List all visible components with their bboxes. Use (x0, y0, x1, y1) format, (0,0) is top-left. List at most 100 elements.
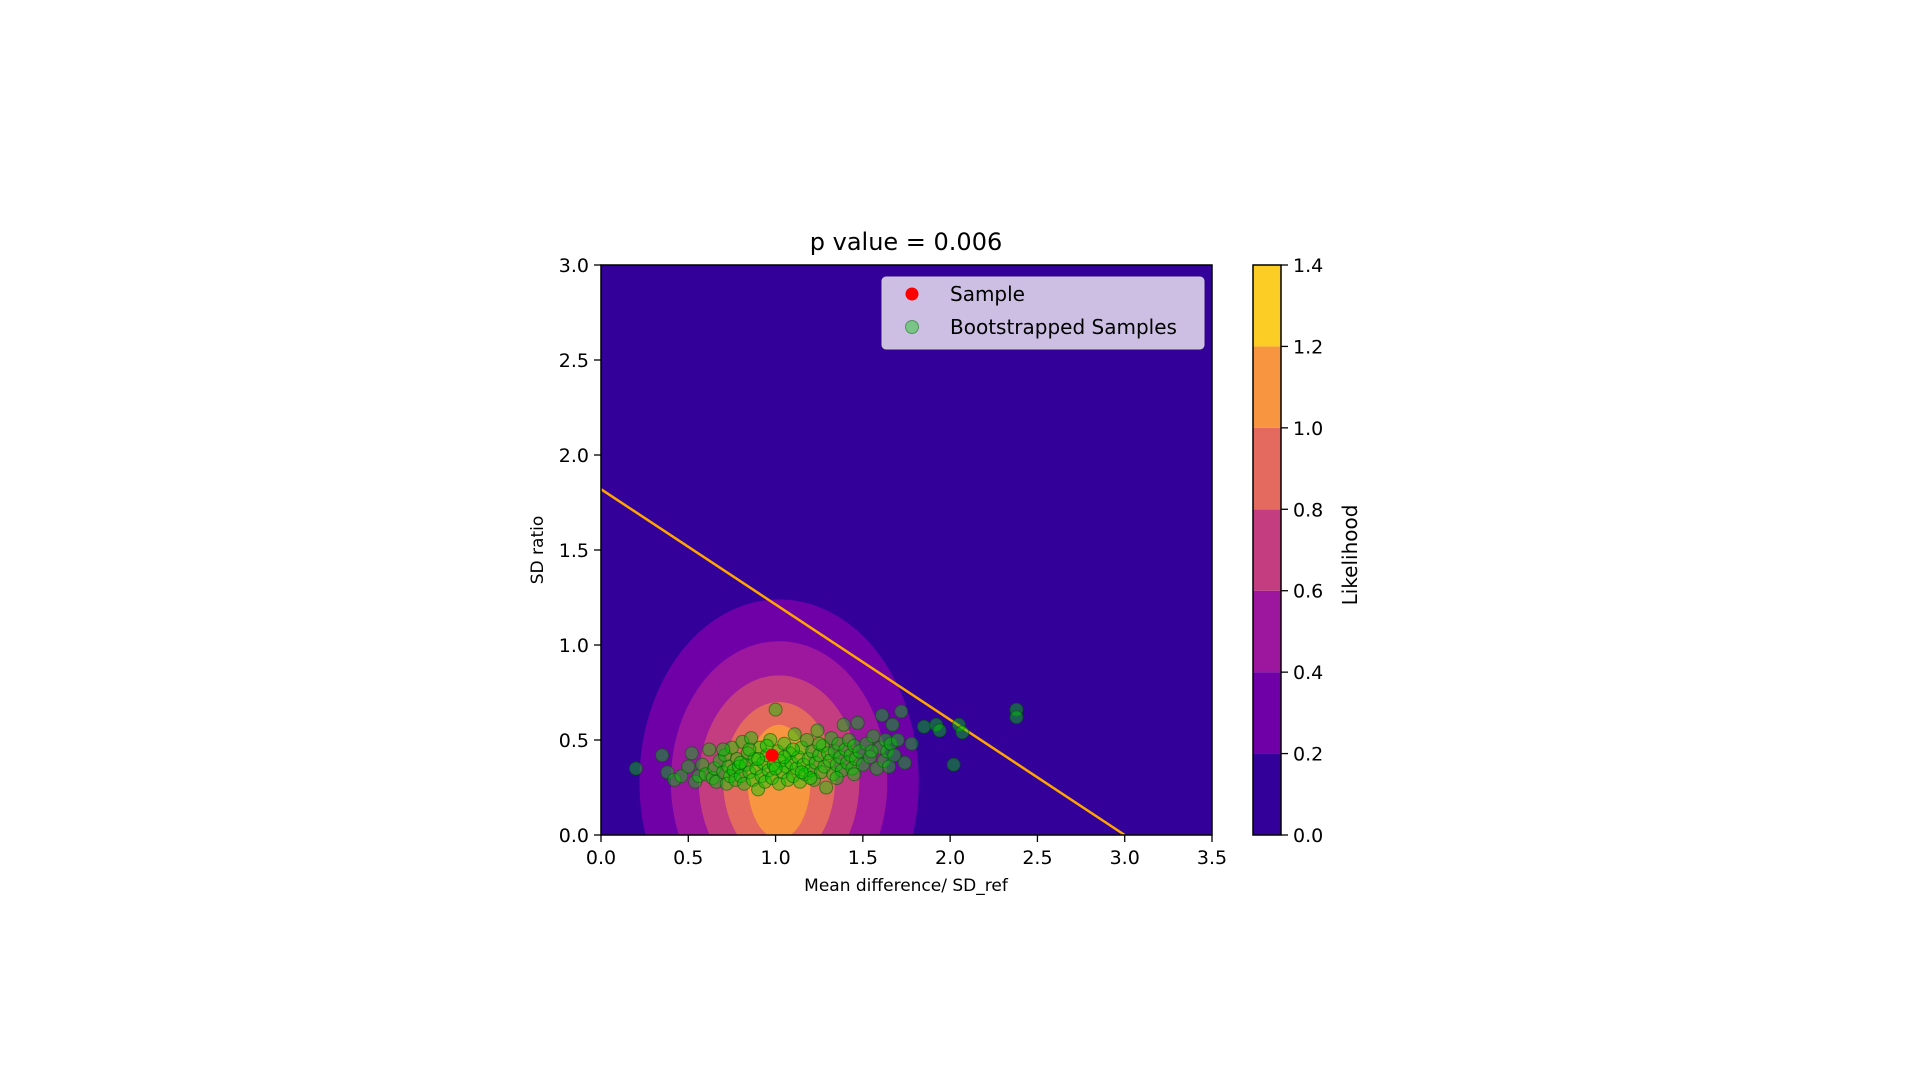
bootstrapped-point (875, 708, 890, 723)
legend-marker-sample (905, 287, 919, 301)
bootstrapped-point (904, 736, 919, 751)
x-tick-label: 2.5 (1022, 847, 1052, 869)
density-level-5 (747, 724, 811, 835)
plot-area (600, 264, 1213, 837)
bootstrapped-point (794, 740, 809, 755)
y-axis: 0.0 0.5 1.0 1.5 2.0 2.5 3.0 (559, 255, 601, 847)
bootstrapped-point (887, 748, 902, 763)
sample-point (765, 748, 779, 762)
bootstrapped-point (827, 744, 842, 759)
bootstrapped-samples (628, 702, 1024, 797)
bootstrapped-point (737, 776, 752, 791)
bootstrapped-point (859, 736, 874, 751)
bootstrapped-point (847, 767, 862, 782)
bootstrapped-point (840, 755, 855, 770)
bootstrapped-point (916, 719, 931, 734)
bootstrapped-point (768, 761, 783, 776)
bootstrapped-point (655, 748, 670, 763)
x-tick-label: 1.5 (848, 847, 878, 869)
bootstrapped-point (707, 761, 722, 776)
bootstrapped-point (864, 744, 879, 759)
legend-label-bootstrapped: Bootstrapped Samples (950, 315, 1177, 339)
colorbar-tick-label: 0.6 (1293, 581, 1323, 603)
bootstrapped-point (742, 742, 757, 757)
colorbar-tick-label: 0.4 (1293, 662, 1323, 684)
bootstrapped-point (735, 734, 750, 749)
bootstrapped-point (681, 759, 696, 774)
colorbar-label: Likelihood (1338, 505, 1362, 606)
colorbar-ticks: 0.0 0.2 0.4 0.6 0.8 1.0 1.2 1.4 (1281, 255, 1323, 847)
legend-label-sample: Sample (950, 282, 1025, 306)
chart-title: p value = 0.006 (810, 228, 1003, 256)
bootstrapped-point (812, 736, 827, 751)
bootstrapped-point (787, 727, 802, 742)
y-tick-label: 0.0 (559, 825, 589, 847)
bootstrapped-point (751, 752, 766, 766)
bootstrapped-point (836, 717, 851, 732)
bootstrapped-point (932, 723, 947, 738)
bootstrapped-point (777, 750, 792, 765)
y-tick-label: 3.0 (559, 255, 589, 277)
bootstrapped-point (894, 704, 909, 719)
colorbar-band (1253, 265, 1281, 347)
colorbar-band (1253, 753, 1281, 835)
bootstrapped-point (660, 765, 675, 780)
legend-box (881, 276, 1205, 350)
bootstrapped-point (744, 731, 759, 746)
bootstrapped-point (951, 717, 966, 732)
bootstrapped-point (733, 755, 748, 770)
bootstrapped-point (810, 723, 825, 738)
bootstrapped-point (890, 733, 905, 747)
bootstrapped-point (866, 729, 881, 744)
colorbar-tick-label: 1.0 (1293, 418, 1323, 440)
y-axis-label: SD ratio (528, 516, 548, 584)
bootstrapped-point (946, 757, 961, 772)
bootstrapped-point (880, 744, 895, 759)
bootstrapped-point (674, 769, 689, 784)
bootstrapped-point (824, 731, 839, 746)
bootstrapped-point (819, 780, 834, 795)
bootstrapped-point (882, 759, 897, 774)
bootstrapped-point (702, 742, 717, 757)
legend-marker-bootstrapped (905, 320, 919, 334)
bootstrapped-point (716, 742, 731, 757)
x-axis-label: Mean difference/ SD_ref (804, 876, 1009, 896)
y-tick-label: 2.5 (559, 350, 589, 372)
bootstrapped-point (794, 765, 809, 780)
x-axis: 0.0 0.5 1.0 1.5 2.0 2.5 3.0 3.5 (586, 835, 1227, 869)
bootstrapped-point (1009, 702, 1024, 717)
bootstrapped-point (873, 740, 888, 755)
x-tick-label: 2.0 (935, 847, 965, 869)
colorbar-tick-label: 0.2 (1293, 744, 1323, 766)
bootstrapped-point (833, 750, 848, 765)
bootstrapped-point (848, 752, 863, 766)
colorbar-bands (1253, 265, 1281, 835)
y-tick-label: 1.0 (559, 635, 589, 657)
legend: Sample Bootstrapped Samples (881, 276, 1205, 350)
bootstrapped-point (667, 772, 682, 787)
bootstrapped-point (709, 774, 724, 789)
x-tick-label: 1.0 (760, 847, 790, 869)
density-contours (639, 599, 919, 835)
colorbar-frame (1252, 264, 1282, 836)
bootstrapped-point (628, 761, 643, 776)
x-tick-label: 3.5 (1197, 847, 1227, 869)
colorbar-band (1253, 346, 1281, 428)
bootstrapped-point (862, 750, 877, 765)
bootstrapped-point (850, 715, 865, 730)
bootstrapped-point (955, 725, 970, 740)
colorbar-band (1253, 590, 1281, 673)
colorbar-tick-label: 0.0 (1293, 825, 1323, 847)
decision-line (600, 488, 1126, 837)
colorbar: 0.0 0.2 0.4 0.6 0.8 1.0 1.2 1.4 Likelihood (1252, 255, 1362, 847)
bootstrapped-point (855, 757, 870, 772)
bootstrapped-point (829, 771, 844, 785)
bootstrapped-point (768, 702, 783, 717)
colorbar-tick-label: 0.8 (1293, 499, 1323, 521)
y-tick-label: 2.0 (559, 445, 589, 467)
y-tick-label: 1.5 (559, 540, 589, 562)
bootstrapped-point (1009, 710, 1024, 725)
bootstrapped-point (841, 733, 856, 747)
x-tick-label: 0.5 (673, 847, 703, 869)
